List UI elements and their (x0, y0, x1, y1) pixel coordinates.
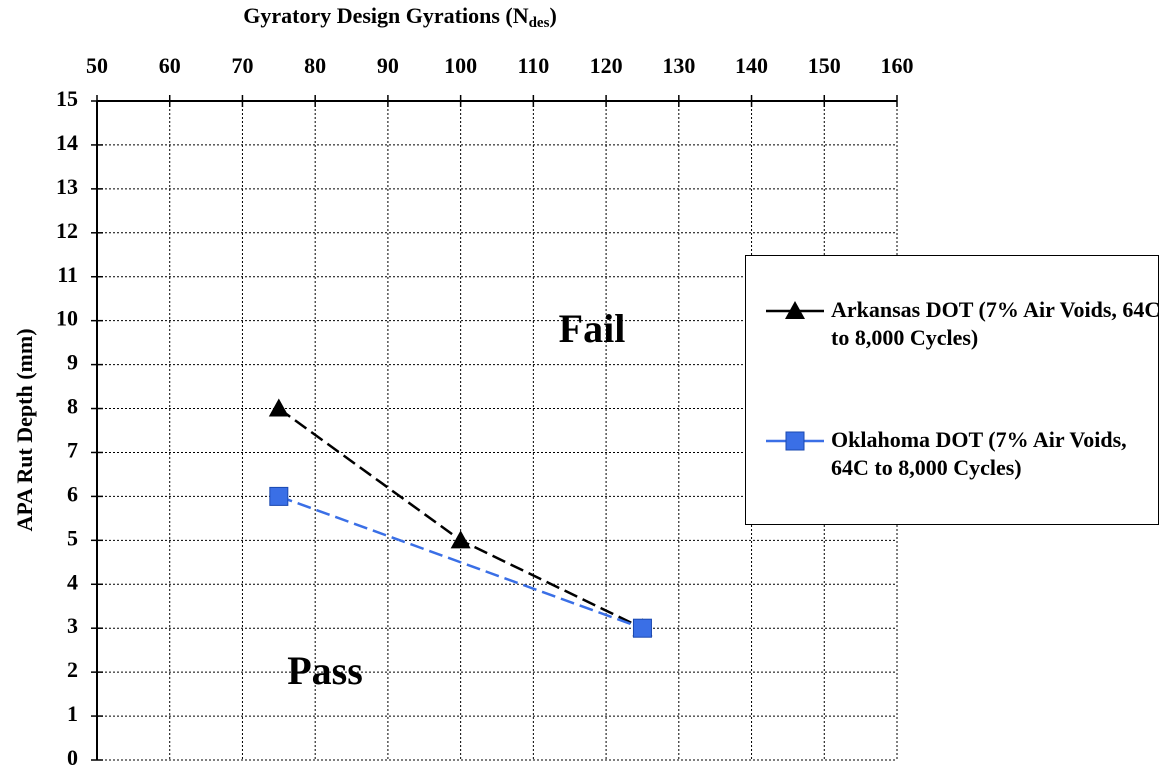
x-axis-title: Gyratory Design Gyrations (Ndes) (243, 3, 557, 31)
x-tick-label: 130 (662, 53, 695, 78)
legend-label: Oklahoma DOT (7% Air Voids, 64C to 8,000… (831, 427, 1127, 480)
legend-marker (785, 431, 805, 451)
y-tick-label: 0 (67, 745, 78, 770)
x-axis-title-part: Gyratory Design Gyrations (N (243, 3, 528, 28)
x-tick-label: 150 (808, 53, 841, 78)
y-tick-label: 12 (56, 218, 78, 243)
x-axis-title-sub: des (529, 15, 550, 31)
marker (450, 530, 471, 549)
y-tick-label: 2 (67, 657, 78, 682)
series-line (278, 495, 643, 630)
annotation: Pass (287, 648, 363, 693)
y-tick-label: 15 (56, 86, 78, 111)
x-tick-label: 100 (444, 53, 477, 78)
y-tick-label: 14 (56, 130, 78, 155)
x-tick-label: 50 (86, 53, 108, 78)
x-axis-title-part: ) (549, 3, 556, 28)
y-tick-label: 10 (56, 306, 78, 331)
x-tick-label: 70 (231, 53, 253, 78)
marker (269, 486, 289, 506)
legend: Arkansas DOT (7% Air Voids, 64C to 8,000… (745, 255, 1161, 525)
marker (268, 398, 289, 417)
x-tick-label: 160 (881, 53, 914, 78)
x-tick-label: 80 (304, 53, 326, 78)
annotation: Fail (559, 306, 626, 351)
y-tick-label: 13 (56, 174, 78, 199)
y-tick-label: 8 (67, 394, 78, 419)
marker (632, 618, 652, 638)
y-tick-label: 1 (67, 701, 78, 726)
legend-label: Arkansas DOT (7% Air Voids, 64C to 8,000… (831, 297, 1161, 350)
y-tick-label: 11 (57, 262, 78, 287)
legend-swatch (766, 431, 824, 451)
legend-marker (785, 301, 805, 319)
x-tick-label: 110 (517, 53, 549, 78)
y-tick-label: 5 (67, 525, 78, 550)
y-axis-title: APA Rut Depth (mm) (12, 328, 37, 531)
x-tick-label: 60 (159, 53, 181, 78)
x-tick-label: 120 (590, 53, 623, 78)
y-tick-label: 3 (67, 613, 78, 638)
legend-swatch (766, 301, 824, 319)
y-tick-label: 7 (67, 438, 78, 463)
y-tick-label: 6 (67, 481, 78, 506)
y-tick-label: 4 (67, 569, 78, 594)
x-tick-label: 90 (377, 53, 399, 78)
y-tick-label: 9 (67, 350, 78, 375)
x-tick-label: 140 (735, 53, 768, 78)
